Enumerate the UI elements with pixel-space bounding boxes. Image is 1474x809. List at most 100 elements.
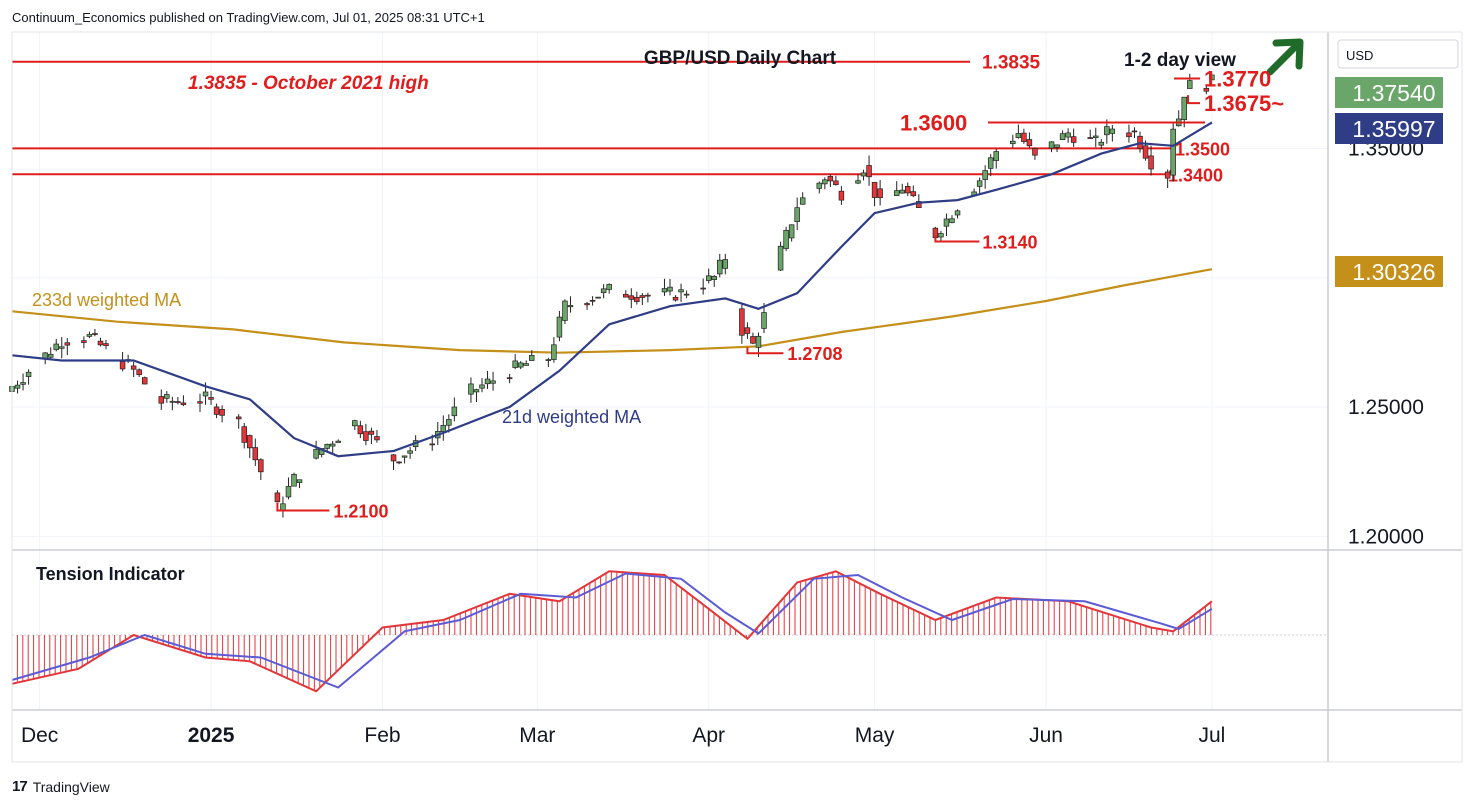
candle-body (556, 316, 563, 338)
candle-body (838, 190, 845, 201)
candle-body (1021, 132, 1027, 142)
candle-body (313, 449, 319, 459)
candle-body (20, 382, 26, 385)
tension-slow-line (11, 572, 1213, 689)
candle-body (296, 479, 303, 483)
candle-body (329, 443, 336, 447)
candle-body (833, 180, 839, 186)
candle-body (1026, 139, 1033, 147)
x-tick-label: Mar (519, 724, 555, 747)
candle-body (506, 377, 513, 380)
tradingview-footer[interactable]: 17 TradingView (12, 778, 110, 795)
price-badge-label: 1.35997 (1352, 116, 1435, 142)
y-tick-label: 1.25000 (1348, 396, 1424, 419)
candle-body (484, 378, 491, 385)
candle-body (1059, 133, 1066, 140)
candle-body (589, 299, 596, 302)
trend-arrow-icon (1266, 42, 1300, 76)
level-label-1.3500: 1.3500 (1175, 139, 1230, 159)
candle-body (705, 275, 712, 281)
candle-body (938, 233, 944, 238)
candle-body (479, 384, 485, 389)
candle-body (14, 384, 21, 389)
x-tick-label: Jul (1198, 724, 1225, 747)
candle-body (860, 172, 867, 177)
candle-body (517, 362, 524, 368)
candle-body (529, 355, 535, 361)
candle-body (97, 340, 104, 346)
candle-body (53, 343, 59, 350)
candle-body (683, 293, 690, 296)
candle-body (247, 435, 253, 449)
candle-body (639, 295, 646, 298)
candle-body (584, 303, 590, 306)
price-badge-label: 1.30326 (1352, 259, 1435, 285)
candle-body (866, 165, 872, 178)
currency-button (1337, 39, 1459, 69)
candle-body (623, 293, 629, 298)
candle-body (893, 190, 900, 196)
tension-fast-line (11, 570, 1213, 693)
candle-body (490, 380, 496, 384)
price-badge (1335, 256, 1443, 287)
callout-1.3675: 1.3675~ (1204, 91, 1284, 116)
candle-body (1015, 133, 1022, 138)
ma233-label: 233d weighted MA (32, 290, 181, 310)
candle-body (1065, 132, 1071, 138)
candle-body (86, 334, 93, 337)
candle-body (158, 396, 165, 404)
x-tick-label: Jun (1029, 724, 1063, 747)
candle-body (130, 365, 137, 370)
candle-body (324, 443, 330, 449)
candle-body (788, 224, 795, 239)
candle-body (871, 181, 878, 198)
gbpusd-daily-chart[interactable]: 1.3835 1.3835 - October 2021 high 1.3500 1.… (0, 0, 1474, 770)
y-tick-label: 1.20000 (1348, 525, 1424, 548)
candle-body (219, 408, 225, 416)
candle-body (1093, 135, 1099, 138)
level-lines: 1.3835 1.3835 - October 2021 high 1.3500 1.… (12, 53, 1230, 185)
price-badge (1335, 113, 1443, 144)
candle-body (1048, 141, 1055, 149)
tradingview-logo-icon: 17 (12, 778, 28, 795)
candle-body (1170, 128, 1176, 176)
candle-body (368, 430, 375, 435)
candle-body (1054, 144, 1060, 148)
candle-body (390, 454, 397, 462)
tension-indicator-pane: Tension Indicator (11, 564, 1328, 693)
candle-body (750, 336, 756, 344)
candle-body (202, 391, 209, 397)
tradingview-brand: TradingView (32, 778, 110, 795)
candle-body (667, 286, 673, 292)
candle-body (755, 335, 762, 348)
candle-body (916, 201, 922, 208)
candle-body (567, 305, 574, 308)
candle-body (634, 296, 640, 303)
candle-body (855, 180, 861, 184)
candle-body (1032, 148, 1038, 156)
candle-body (180, 402, 187, 406)
candle-body (429, 443, 435, 446)
currency-label: USD (1346, 48, 1373, 63)
candle-body (280, 503, 286, 511)
candle-body (1070, 136, 1077, 143)
candle-body (213, 406, 220, 415)
candle-body (1164, 171, 1171, 179)
candle-body (1109, 128, 1116, 134)
callout-line-1.3675 (1187, 95, 1200, 105)
candle-body (1010, 140, 1016, 145)
candle-body (949, 218, 955, 223)
candle-body (761, 312, 767, 329)
candle-body (987, 157, 994, 169)
candle-body (1126, 132, 1132, 138)
candle-body (274, 492, 281, 503)
candle-body (451, 406, 458, 417)
price-badge (1335, 77, 1443, 108)
callout-1.2100: 1.2100 (333, 501, 388, 521)
candle-body (1187, 80, 1193, 89)
candle-body (175, 401, 181, 403)
candle-body (799, 197, 806, 205)
candle-body (401, 455, 408, 458)
ma21-label: 21d weighted MA (502, 407, 641, 427)
